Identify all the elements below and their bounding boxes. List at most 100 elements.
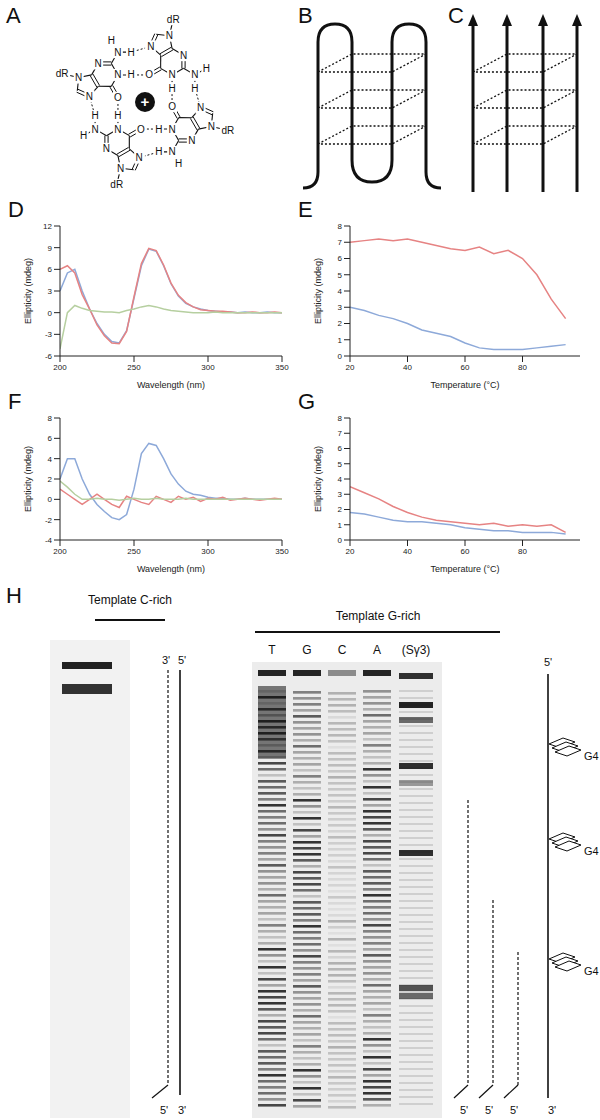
svg-text:A: A [373,643,381,657]
svg-text:8: 8 [338,222,343,231]
svg-text:5: 5 [338,271,343,280]
svg-text:5': 5' [485,1104,493,1116]
svg-text:5': 5' [160,1104,168,1116]
svg-text:N: N [114,124,121,135]
svg-text:H: H [114,110,121,121]
svg-text:2: 2 [48,475,53,484]
svg-text:(Sγ3): (Sγ3) [402,643,431,657]
svg-text:H: H [203,63,210,74]
svg-text:40: 40 [403,363,412,372]
svg-text:0: 0 [338,352,343,361]
svg-text:1: 1 [338,336,343,345]
svg-text:6: 6 [338,254,343,263]
svg-text:2: 2 [338,319,343,328]
svg-text:9: 9 [48,244,53,253]
svg-text:H: H [175,158,182,169]
svg-text:N: N [147,41,154,52]
svg-text:200: 200 [53,547,67,556]
svg-text:N: N [103,143,110,154]
svg-text:-4: -4 [45,536,53,545]
svg-text:N: N [197,102,204,113]
svg-text:2: 2 [338,505,343,514]
svg-text:5': 5' [460,1104,468,1116]
svg-text:dR: dR [221,125,234,136]
svg-text:3: 3 [48,287,53,296]
svg-text:20: 20 [346,547,355,556]
svg-text:Wavelength (nm): Wavelength (nm) [137,564,205,574]
svg-text:5': 5' [544,656,552,668]
svg-text:80: 80 [518,363,527,372]
svg-text:N: N [117,163,124,174]
svg-text:300: 300 [201,363,215,372]
svg-text:N: N [168,69,175,80]
svg-text:H: H [191,83,198,94]
svg-text:H: H [127,69,134,80]
svg-text:N: N [180,50,187,61]
svg-text:60: 60 [461,363,470,372]
svg-text:0: 0 [338,536,343,545]
svg-text:20: 20 [346,363,355,372]
svg-text:H: H [91,110,98,121]
svg-text:C: C [338,643,347,657]
svg-text:0: 0 [48,495,53,504]
svg-text:H: H [168,83,175,94]
svg-text:-6: -6 [45,352,53,361]
svg-text:60: 60 [461,547,470,556]
svg-text:dR: dR [56,68,69,79]
svg-text:N: N [188,135,195,146]
svg-text:7: 7 [338,238,343,247]
svg-text:O: O [145,69,153,80]
svg-text:N: N [166,30,173,41]
svg-text:4: 4 [338,287,343,296]
svg-text:3': 3' [162,654,170,666]
svg-text:N: N [114,69,121,80]
svg-text:4: 4 [338,475,343,484]
svg-text:7: 7 [338,429,343,438]
svg-text:N: N [169,146,176,157]
svg-text:-3: -3 [45,330,53,339]
svg-text:Wavelength (nm): Wavelength (nm) [137,380,205,390]
svg-text:Temperature (°C): Temperature (°C) [430,564,499,574]
svg-text:5': 5' [178,654,186,666]
svg-text:3': 3' [548,1104,556,1116]
svg-text:Ellipticity (mdeg): Ellipticity (mdeg) [313,258,323,324]
svg-text:3': 3' [178,1104,186,1116]
svg-text:Temperature (°C): Temperature (°C) [430,380,499,390]
svg-text:8: 8 [338,414,343,423]
svg-text:H: H [108,35,115,46]
svg-text:H: H [155,124,162,135]
svg-text:N: N [191,69,198,80]
svg-text:Ellipticity (mdeg): Ellipticity (mdeg) [23,258,33,324]
svg-text:H: H [80,130,87,141]
svg-text:250: 250 [127,363,141,372]
svg-text:12: 12 [43,222,52,231]
svg-text:6: 6 [338,444,343,453]
svg-text:5': 5' [510,1104,518,1116]
svg-text:G4: G4 [584,845,599,857]
svg-text:O: O [137,124,145,135]
svg-text:G4: G4 [584,750,599,762]
svg-text:H: H [155,146,162,157]
svg-text:3: 3 [338,303,343,312]
svg-text:O: O [168,101,176,112]
svg-text:N: N [136,152,143,163]
svg-text:80: 80 [518,547,527,556]
svg-text:Ellipticity (mdeg): Ellipticity (mdeg) [23,446,33,512]
svg-text:8: 8 [48,414,53,423]
svg-text:5: 5 [338,460,343,469]
svg-text:Template C-rich: Template C-rich [88,593,172,607]
svg-text:N: N [208,121,215,132]
svg-text:300: 300 [201,547,215,556]
svg-text:T: T [268,643,276,657]
svg-text:G4: G4 [584,965,599,977]
svg-text:Ellipticity (mdeg): Ellipticity (mdeg) [313,446,323,512]
svg-text:350: 350 [275,547,289,556]
svg-text:N: N [86,91,93,102]
svg-text:H: H [127,47,134,58]
svg-text:6: 6 [48,434,53,443]
svg-text:0: 0 [48,309,53,318]
svg-text:G: G [302,643,311,657]
svg-text:Template G-rich: Template G-rich [336,609,421,623]
svg-text:N: N [168,124,175,135]
svg-text:N: N [114,47,121,58]
